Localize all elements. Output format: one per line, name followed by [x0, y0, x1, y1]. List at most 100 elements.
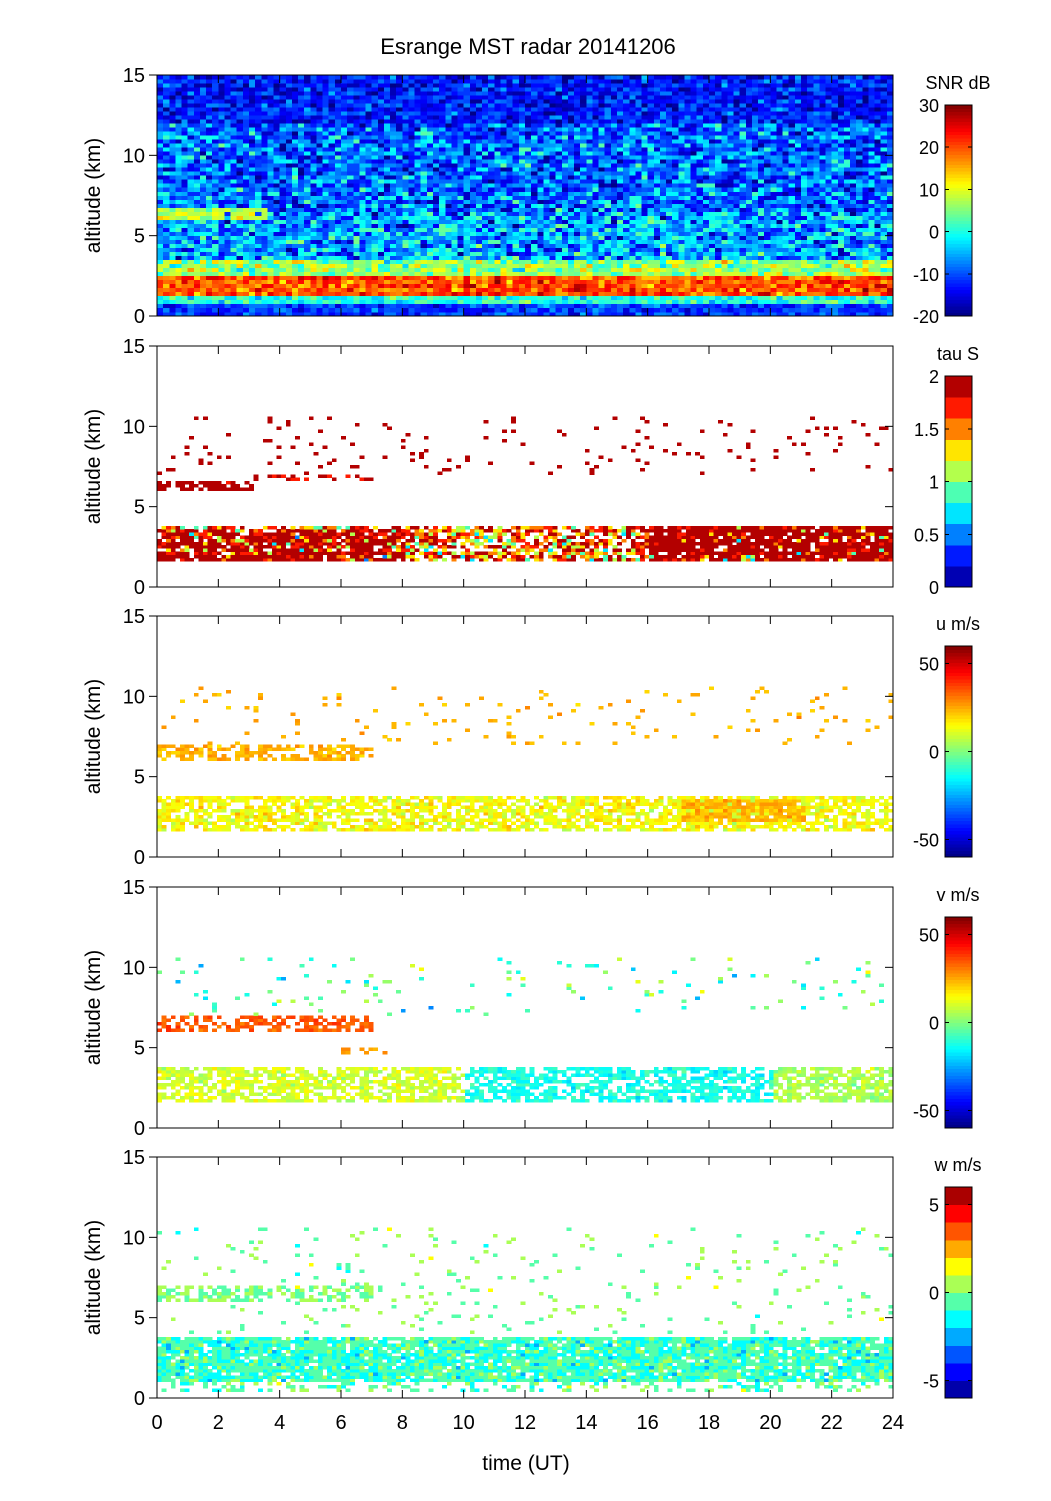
heatmap-cell	[574, 231, 581, 236]
heatmap-cell	[623, 115, 630, 120]
heatmap-cell	[371, 223, 379, 228]
heatmap-cell	[629, 143, 636, 148]
heatmap-cell	[439, 155, 446, 160]
heatmap-cell	[610, 312, 618, 317]
heatmap-cell	[531, 239, 538, 244]
heatmap-cell	[371, 308, 379, 313]
heatmap-cell	[439, 107, 446, 112]
heatmap-cell	[328, 131, 336, 136]
heatmap-cell	[255, 151, 262, 156]
heatmap-cell	[414, 83, 421, 88]
heatmap-cell	[206, 175, 213, 180]
heatmap-cell	[623, 283, 630, 289]
heatmap-cell	[518, 175, 526, 180]
heatmap-cell	[549, 199, 556, 204]
heatmap-cell	[347, 227, 354, 232]
heatmap-cell	[304, 83, 311, 88]
heatmap-cell	[647, 227, 655, 232]
heatmap-cell	[494, 223, 501, 228]
heatmap-cell	[426, 103, 434, 108]
heatmap-cell	[261, 119, 268, 124]
heatmap-cell	[347, 243, 354, 248]
heatmap-cell	[463, 203, 471, 208]
heatmap-cell	[169, 235, 176, 240]
heatmap-cell	[641, 271, 648, 277]
heatmap-cell	[279, 99, 287, 104]
heatmap-cell	[580, 312, 587, 317]
heatmap-cell	[218, 111, 225, 116]
heatmap-cell	[635, 291, 642, 297]
heatmap-cell	[267, 243, 274, 248]
heatmap-cell	[549, 79, 556, 84]
heatmap-cell	[580, 115, 587, 120]
heatmap-cell	[647, 255, 655, 261]
heatmap-cell	[187, 303, 195, 309]
heatmap-cell	[383, 131, 391, 136]
heatmap-cell	[279, 147, 287, 152]
heatmap-cell	[396, 199, 403, 204]
heatmap-cell	[469, 291, 477, 297]
heatmap-cell	[543, 123, 550, 128]
heatmap-cell	[420, 211, 428, 216]
heatmap-cell	[218, 123, 225, 128]
heatmap-cell	[157, 123, 164, 128]
heatmap-cell	[285, 207, 293, 212]
heatmap-cell	[273, 171, 280, 176]
heatmap-cell	[604, 267, 612, 273]
heatmap-cell	[273, 219, 280, 224]
heatmap-cell	[273, 191, 280, 196]
heatmap-cell	[347, 131, 354, 136]
heatmap-cell	[249, 103, 256, 108]
heatmap-cell	[531, 267, 538, 273]
heatmap-cell	[157, 183, 164, 188]
heatmap-cell	[396, 91, 403, 96]
heatmap-cell	[383, 175, 391, 180]
heatmap-cell	[439, 243, 446, 248]
heatmap-cell	[641, 291, 648, 297]
heatmap-cell	[199, 207, 207, 212]
heatmap-cell	[617, 295, 624, 301]
heatmap-cell	[236, 175, 244, 180]
heatmap-cell	[353, 251, 360, 256]
heatmap-cell	[574, 99, 581, 104]
heatmap-cell	[285, 312, 293, 317]
heatmap-cell	[291, 143, 299, 148]
heatmap-cell	[659, 119, 667, 124]
heatmap-cell	[402, 275, 409, 281]
heatmap-cell	[157, 103, 164, 108]
heatmap-cell	[267, 191, 274, 196]
heatmap-cell	[291, 163, 299, 168]
heatmap-cell	[623, 179, 630, 184]
heatmap-cell	[163, 179, 170, 184]
heatmap-cell	[273, 235, 280, 240]
heatmap-cell	[187, 207, 195, 212]
heatmap-cell	[420, 275, 428, 281]
heatmap-cell	[169, 75, 176, 80]
heatmap-cell	[377, 107, 385, 112]
heatmap-cell	[525, 115, 532, 120]
heatmap-cell	[279, 91, 287, 96]
heatmap-cell	[512, 203, 520, 208]
heatmap-cell	[298, 299, 305, 305]
heatmap-cell	[402, 123, 409, 128]
heatmap-cell	[193, 111, 201, 116]
heatmap-cell	[261, 175, 268, 180]
heatmap-cell	[408, 299, 415, 305]
heatmap-cell	[580, 127, 587, 132]
heatmap-cell	[592, 279, 599, 285]
heatmap-cell	[561, 267, 569, 273]
heatmap-cell	[635, 215, 642, 220]
heatmap-cell	[586, 167, 593, 172]
heatmap-cell	[236, 215, 244, 220]
heatmap-cell	[494, 127, 501, 132]
heatmap-cell	[488, 283, 495, 289]
heatmap-cell	[212, 167, 219, 172]
heatmap-cell	[635, 219, 642, 224]
heatmap-cell	[463, 275, 471, 281]
heatmap-cell	[647, 291, 655, 297]
heatmap-cell	[445, 239, 452, 244]
heatmap-cell	[365, 111, 372, 116]
heatmap-cell	[439, 215, 446, 220]
heatmap-cell	[304, 143, 311, 148]
heatmap-cell	[353, 299, 360, 305]
